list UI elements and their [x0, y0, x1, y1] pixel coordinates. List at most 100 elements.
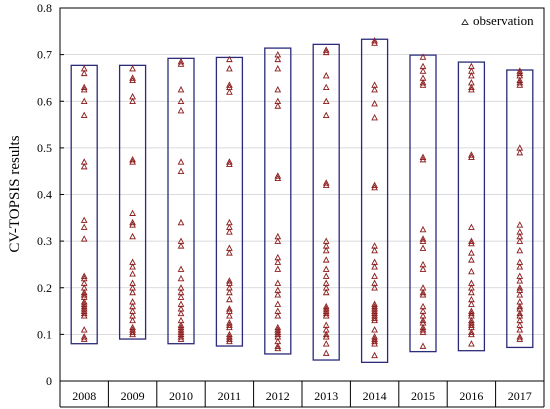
observation-point	[468, 288, 475, 296]
observation-point	[274, 86, 282, 93]
observation-point	[129, 74, 136, 81]
x-tick-label: 2014	[363, 389, 387, 403]
observation-point	[129, 270, 136, 277]
observation-point	[226, 228, 233, 235]
observation-point	[516, 69, 524, 77]
observation-point	[80, 335, 88, 342]
x-tick-label: 2008	[72, 389, 96, 403]
observation-point	[468, 239, 475, 247]
observation-point	[419, 265, 427, 272]
observation-point	[80, 235, 88, 242]
observation-point	[322, 288, 330, 296]
observation-point	[274, 174, 282, 181]
observation-point	[226, 295, 233, 303]
observation-point	[80, 162, 88, 170]
observation-point	[516, 326, 524, 333]
x-tick-label: 2017	[508, 389, 532, 403]
observation-point	[516, 237, 524, 244]
observation-point	[177, 242, 185, 249]
observation-point	[274, 172, 282, 179]
observation-point	[516, 148, 524, 156]
observation-point	[274, 237, 282, 244]
observation-point	[226, 160, 233, 167]
observation-point	[371, 39, 378, 46]
observation-point	[516, 309, 524, 317]
observation-point	[322, 83, 330, 91]
observation-point	[468, 249, 475, 256]
observation-point	[419, 53, 427, 60]
observation-point	[419, 288, 427, 296]
observation-point	[177, 274, 185, 282]
observation-point	[468, 223, 475, 230]
observation-point	[322, 349, 330, 356]
observation-point	[322, 340, 330, 347]
observation-point	[274, 291, 282, 298]
observation-point	[274, 342, 282, 349]
range-box-2014	[360, 38, 389, 363]
y-tick-label: 0.8	[37, 1, 52, 15]
observation-point	[468, 151, 475, 158]
observation-point	[80, 223, 88, 230]
observation-point	[322, 256, 330, 263]
range-box-2012	[264, 47, 292, 355]
observation-point	[226, 323, 233, 331]
observation-point	[226, 305, 233, 312]
y-tick-label: 0.4	[37, 188, 52, 202]
y-tick-label: 0.3	[37, 234, 52, 248]
observation-point	[80, 326, 88, 333]
observation-point	[129, 218, 136, 226]
legend: observation	[461, 13, 534, 28]
observation-point	[468, 321, 475, 328]
x-tick-label: 2013	[314, 389, 338, 403]
observation-point	[419, 235, 427, 242]
observation-point	[80, 86, 88, 93]
observation-point	[80, 111, 88, 119]
observation-point	[226, 321, 233, 328]
observation-point	[274, 258, 282, 265]
observation-point	[274, 300, 282, 307]
observation-point	[516, 263, 524, 270]
observation-point	[129, 97, 136, 105]
observation-point	[322, 246, 330, 254]
legend-label: observation	[473, 13, 534, 28]
observation-point	[419, 153, 427, 160]
observation-point	[322, 181, 330, 188]
observation-point	[274, 344, 282, 352]
y-axis-label: CV-TOPSIS results	[7, 135, 23, 252]
observation-point	[274, 102, 282, 109]
observation-point	[516, 277, 524, 284]
observation-point	[274, 55, 282, 63]
gridlines	[60, 54, 544, 335]
x-tick-label: 2009	[121, 389, 145, 403]
observation-point	[274, 279, 282, 286]
observation-point	[516, 333, 524, 340]
observation-point	[177, 97, 185, 105]
observation-point	[419, 244, 427, 251]
observation-point	[177, 167, 185, 174]
observation-point	[516, 302, 524, 310]
observation-point	[177, 265, 185, 272]
x-tick-label: 2012	[266, 389, 290, 403]
observation-point	[177, 158, 185, 165]
observation-point	[274, 65, 282, 72]
observation-point	[516, 79, 524, 86]
observation-point	[371, 337, 378, 345]
observation-point	[274, 312, 282, 319]
observation-point	[226, 158, 233, 165]
observation-point	[419, 81, 427, 88]
observation-point	[371, 340, 378, 347]
observation-point	[419, 342, 427, 349]
observation-point	[322, 48, 330, 56]
observation-point	[468, 153, 475, 160]
x-tick-label: 2010	[169, 389, 193, 403]
observation-point	[371, 37, 378, 44]
observation-point	[177, 58, 185, 65]
observation-point	[516, 246, 524, 254]
observation-point	[371, 326, 378, 333]
y-tick-label: 0.1	[37, 327, 52, 341]
observation-point	[226, 88, 233, 95]
observation-point	[226, 277, 233, 284]
observation-point	[129, 209, 136, 216]
observation-point	[516, 335, 524, 342]
